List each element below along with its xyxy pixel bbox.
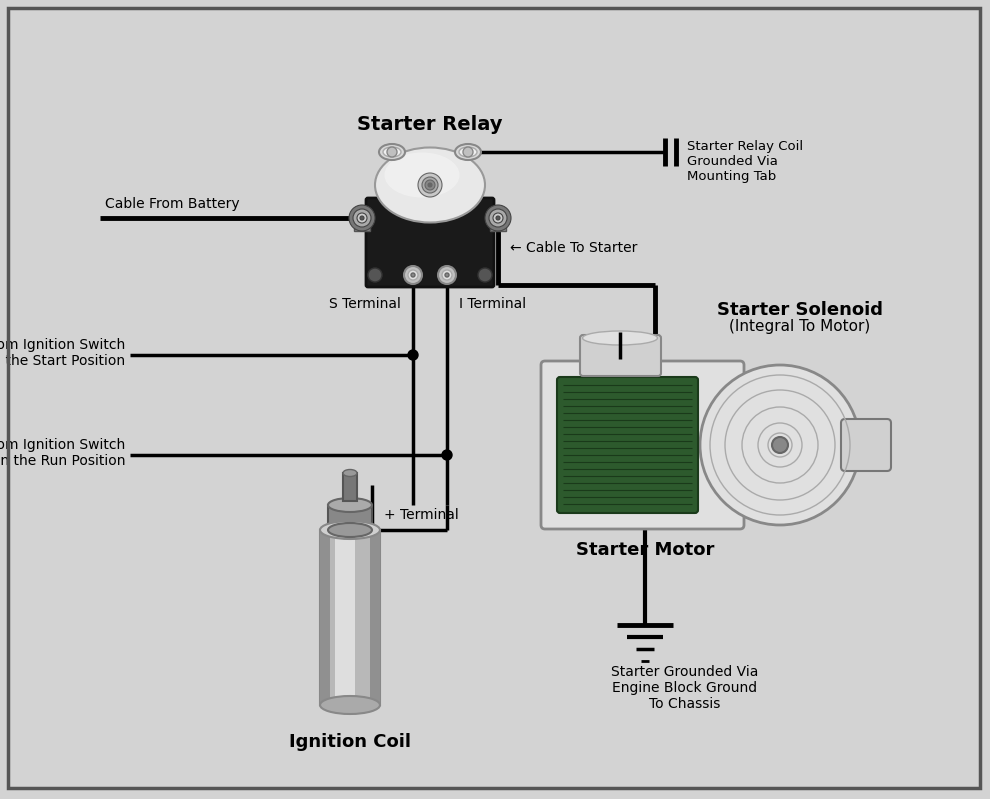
Circle shape <box>425 180 435 190</box>
Circle shape <box>442 270 452 280</box>
FancyBboxPatch shape <box>841 419 891 471</box>
Text: From Ignition Switch
“Hot” in the Run Position: From Ignition Switch “Hot” in the Run Po… <box>0 438 125 468</box>
Circle shape <box>489 209 507 227</box>
FancyBboxPatch shape <box>541 361 744 529</box>
Text: (Integral To Motor): (Integral To Motor) <box>730 320 870 335</box>
Bar <box>370 530 380 705</box>
Circle shape <box>411 273 415 277</box>
Text: I Terminal: I Terminal <box>459 297 526 311</box>
Text: From Ignition Switch
“Hot” in the Start Position: From Ignition Switch “Hot” in the Start … <box>0 338 125 368</box>
Circle shape <box>368 268 382 282</box>
Circle shape <box>404 266 422 284</box>
Circle shape <box>700 365 860 525</box>
Circle shape <box>422 177 438 193</box>
Circle shape <box>408 270 418 280</box>
Text: Ignition Coil: Ignition Coil <box>289 733 411 751</box>
Text: Starter Grounded Via
Engine Block Ground
To Chassis: Starter Grounded Via Engine Block Ground… <box>611 665 758 711</box>
Bar <box>490 223 506 231</box>
Text: Starter Solenoid: Starter Solenoid <box>717 301 883 319</box>
Circle shape <box>496 216 500 220</box>
Circle shape <box>360 216 364 220</box>
Circle shape <box>428 183 432 187</box>
Circle shape <box>772 437 788 453</box>
Bar <box>320 530 380 705</box>
Ellipse shape <box>383 147 401 157</box>
Ellipse shape <box>320 521 380 539</box>
Ellipse shape <box>320 696 380 714</box>
Text: ← Cable To Starter: ← Cable To Starter <box>510 241 638 255</box>
Circle shape <box>493 213 503 223</box>
Ellipse shape <box>375 148 485 222</box>
FancyBboxPatch shape <box>580 335 661 376</box>
Bar <box>335 530 355 705</box>
Text: + Terminal: + Terminal <box>384 508 458 522</box>
FancyBboxPatch shape <box>366 198 494 287</box>
Text: Starter Motor: Starter Motor <box>576 541 714 559</box>
Ellipse shape <box>582 331 657 345</box>
Circle shape <box>485 205 511 231</box>
Circle shape <box>408 350 418 360</box>
Bar <box>328 505 372 530</box>
Text: Starter Relay: Starter Relay <box>357 116 503 134</box>
Circle shape <box>353 209 371 227</box>
Circle shape <box>349 205 375 231</box>
Circle shape <box>478 268 492 282</box>
Ellipse shape <box>459 147 477 157</box>
Ellipse shape <box>328 523 372 537</box>
FancyBboxPatch shape <box>557 377 698 513</box>
Bar <box>343 473 357 501</box>
Circle shape <box>463 147 473 157</box>
Ellipse shape <box>343 470 357 476</box>
Bar <box>354 223 370 231</box>
Bar <box>320 530 330 705</box>
Text: S Terminal: S Terminal <box>329 297 401 311</box>
Circle shape <box>418 173 442 197</box>
Ellipse shape <box>384 153 459 197</box>
Text: Cable From Battery: Cable From Battery <box>105 197 240 211</box>
Circle shape <box>357 213 367 223</box>
Text: Starter Relay Coil
Grounded Via
Mounting Tab: Starter Relay Coil Grounded Via Mounting… <box>687 140 803 183</box>
Ellipse shape <box>328 498 372 512</box>
Circle shape <box>387 147 397 157</box>
Circle shape <box>438 266 456 284</box>
Ellipse shape <box>455 144 481 160</box>
Ellipse shape <box>379 144 405 160</box>
Circle shape <box>442 450 452 460</box>
Circle shape <box>445 273 449 277</box>
